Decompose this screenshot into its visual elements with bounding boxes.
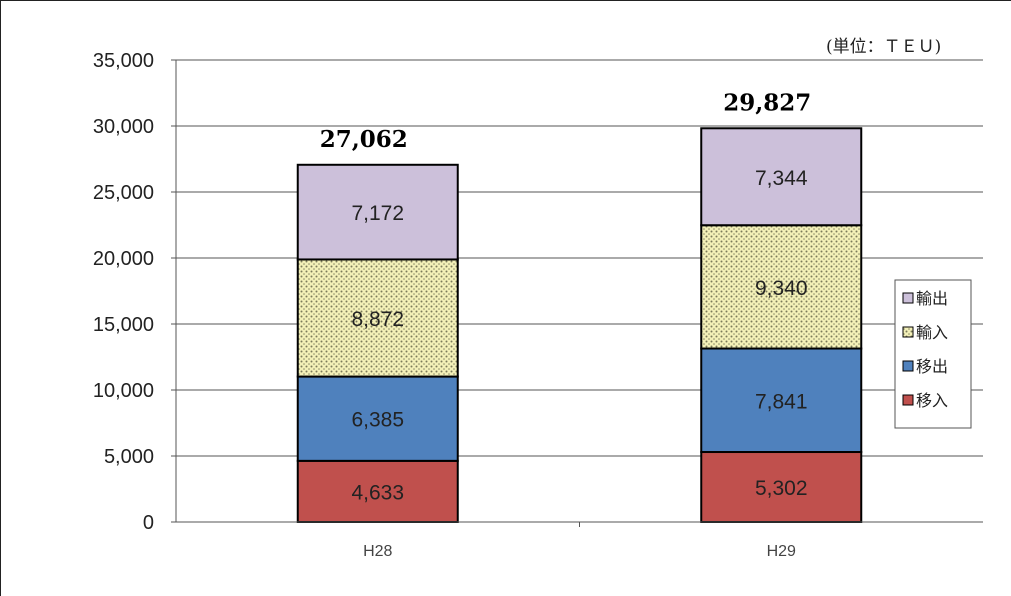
bar-segment (700, 347, 863, 454)
bar-segment (700, 224, 863, 350)
y-tick-label: 30,000 (93, 116, 154, 138)
data-label: 9,340 (755, 277, 808, 300)
total-label: 27,062 (320, 126, 408, 153)
data-label: 5,302 (755, 477, 808, 500)
legend-swatch (902, 394, 914, 406)
legend-swatch (902, 360, 914, 372)
y-tick-label: 15,000 (93, 314, 154, 336)
legend-label: 移出 (916, 357, 948, 376)
data-label: 7,344 (755, 167, 808, 190)
unit-note: (単位：ＴＥＵ) (826, 37, 942, 57)
data-label: 7,841 (755, 390, 808, 413)
bar-segment (700, 127, 863, 227)
y-tick-label: 35,000 (93, 50, 154, 72)
y-tick-label: 20,000 (93, 248, 154, 270)
data-label: 4,633 (351, 481, 404, 504)
y-tick-label: 25,000 (93, 182, 154, 204)
legend-swatch (902, 292, 914, 304)
y-tick-label: 5,000 (104, 446, 154, 468)
y-tick-label: 10,000 (93, 380, 154, 402)
legend-label: 移入 (916, 391, 948, 410)
data-label: 7,172 (351, 202, 404, 225)
data-label: 6,385 (351, 409, 404, 432)
bar-segment (296, 163, 459, 261)
total-label: 29,827 (723, 89, 811, 116)
legend-label: 輸出 (916, 289, 948, 308)
x-tick-label: H29 (767, 543, 796, 560)
legend-swatch (902, 326, 914, 338)
y-tick-label: 0 (143, 512, 154, 534)
x-tick-label: H28 (363, 543, 392, 560)
data-label: 8,872 (351, 308, 404, 331)
legend-label: 輸入 (916, 323, 948, 342)
